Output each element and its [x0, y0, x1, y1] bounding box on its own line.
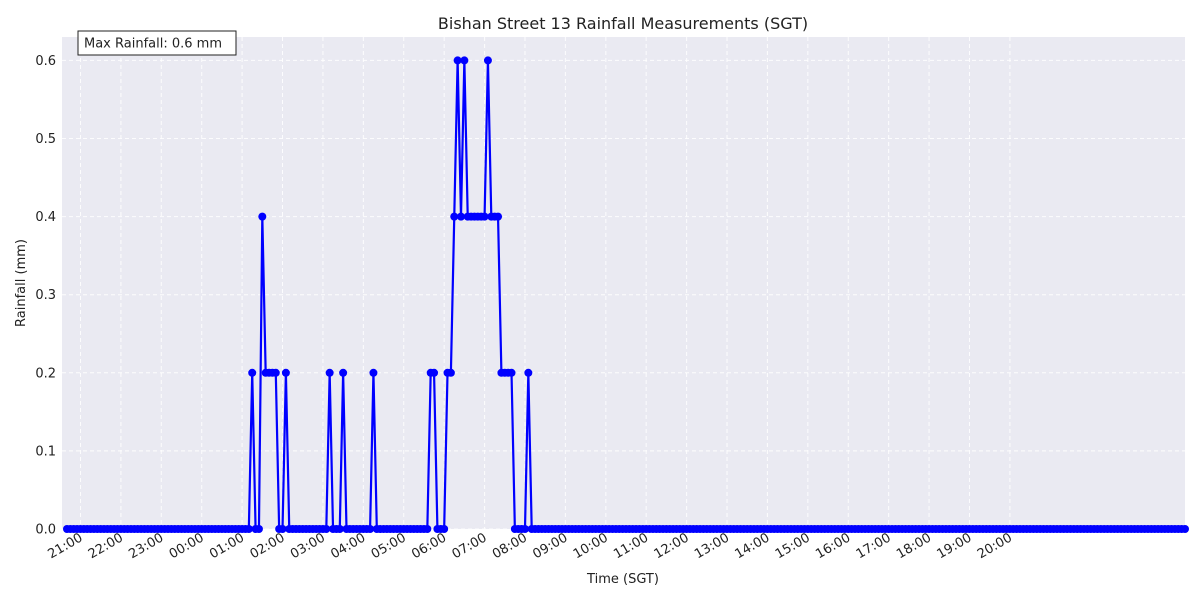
y-tick-label: 0.4 — [35, 210, 56, 225]
data-point — [460, 56, 469, 65]
data-point — [322, 525, 331, 533]
y-tick-label: 0.1 — [35, 444, 56, 459]
data-point — [1181, 525, 1189, 533]
data-point — [446, 368, 455, 377]
data-point — [480, 212, 489, 221]
y-tick-label: 0.6 — [35, 54, 56, 69]
data-point — [450, 212, 459, 221]
data-point — [335, 525, 344, 533]
data-point — [423, 525, 432, 533]
max-rainfall-annotation: Max Rainfall: 0.6 mm — [77, 30, 237, 56]
data-point — [456, 212, 465, 221]
data-point — [254, 525, 263, 533]
data-point — [483, 56, 492, 65]
x-axis-label: Time (SGT) — [586, 572, 659, 587]
data-point — [271, 368, 280, 377]
data-point — [430, 368, 439, 377]
data-point — [339, 368, 348, 377]
data-point — [520, 525, 529, 533]
annotation-text: Max Rainfall: 0.6 mm — [84, 37, 222, 52]
y-tick-label: 0.5 — [35, 132, 56, 147]
plot-area — [62, 37, 1185, 529]
data-point — [440, 525, 449, 533]
y-tick-label: 0.0 — [35, 523, 56, 538]
y-axis-ticks: 0.0 0.1 0.2 0.3 0.4 0.5 0.6 — [35, 54, 56, 538]
data-point — [278, 525, 287, 533]
y-axis-label: Rainfall (mm) — [14, 239, 29, 327]
data-point — [453, 56, 462, 65]
series-markers — [63, 56, 1189, 533]
data-point — [369, 368, 378, 377]
data-point — [524, 368, 533, 377]
y-tick-label: 0.2 — [35, 366, 56, 381]
data-point — [494, 212, 503, 221]
data-point — [248, 368, 257, 377]
data-point — [507, 368, 516, 377]
y-tick-label: 0.3 — [35, 288, 56, 303]
annotation-box — [77, 30, 237, 56]
chart-title: Bishan Street 13 Rainfall Measurements (… — [438, 14, 808, 33]
data-point — [325, 368, 334, 377]
data-point — [366, 525, 375, 533]
data-point — [281, 368, 290, 377]
data-point — [258, 212, 267, 221]
data-point — [244, 525, 253, 533]
